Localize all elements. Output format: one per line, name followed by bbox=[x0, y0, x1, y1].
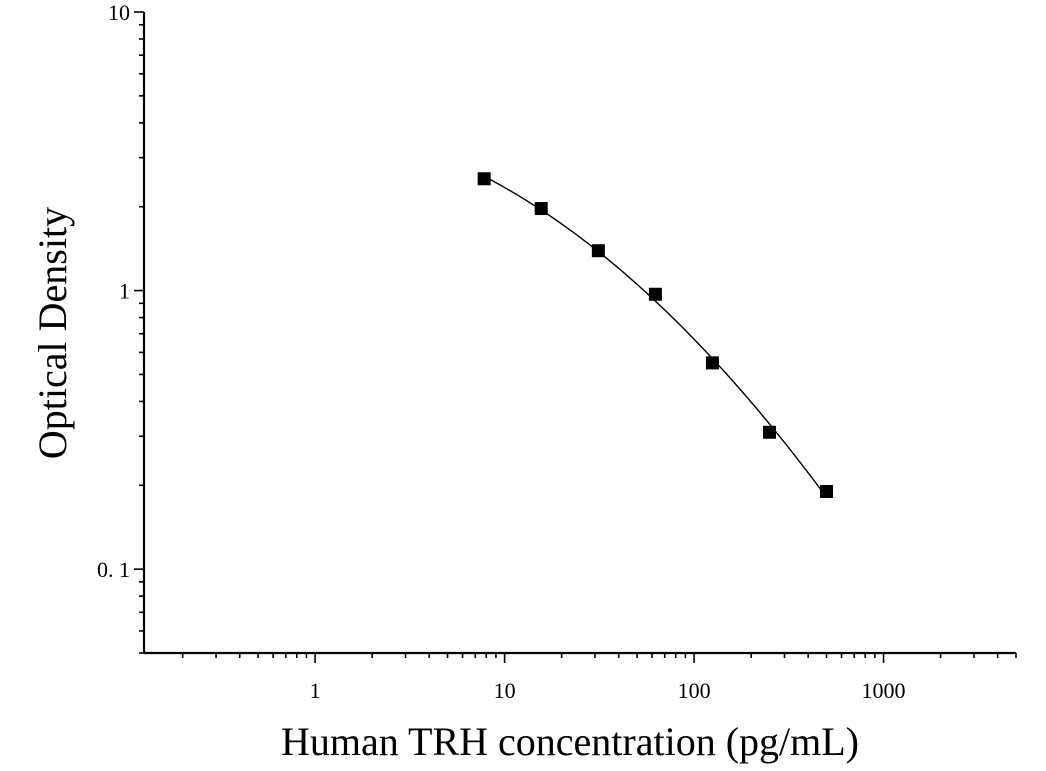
data-point-marker bbox=[762, 425, 776, 439]
data-point-marker bbox=[591, 244, 605, 258]
y-axis-title: Optical Density bbox=[30, 207, 75, 459]
fit-curve bbox=[483, 175, 828, 498]
markers-group bbox=[477, 172, 834, 498]
data-point-marker bbox=[534, 202, 548, 216]
data-point-marker bbox=[705, 356, 719, 370]
ticks-group: 1 10 100 1000 0. 1 1 10 bbox=[97, 0, 1017, 703]
x-axis-title: Human TRH concentration (pg/mL) bbox=[281, 719, 859, 764]
x-tick-label: 10 bbox=[494, 678, 516, 703]
x-tick-label: 1000 bbox=[862, 678, 906, 703]
data-point-marker bbox=[820, 484, 834, 498]
data-point-marker bbox=[648, 287, 662, 301]
y-tick-label: 10 bbox=[108, 0, 130, 25]
x-tick-label: 100 bbox=[678, 678, 711, 703]
data-point-marker bbox=[477, 172, 491, 186]
y-tick-label: 1 bbox=[119, 279, 130, 304]
x-tick-label: 1 bbox=[310, 678, 321, 703]
y-tick-label: 0. 1 bbox=[97, 557, 130, 582]
